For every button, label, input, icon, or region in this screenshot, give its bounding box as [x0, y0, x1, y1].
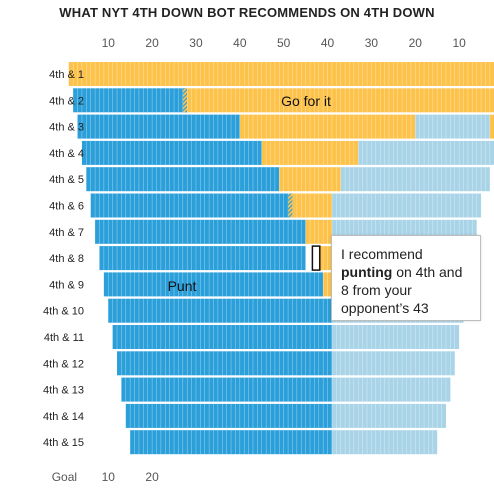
chart-title: WHAT NYT 4TH DOWN BOT RECOMMENDS ON 4TH …: [59, 5, 434, 20]
bar-segment: [331, 377, 451, 402]
hatched-boundary: [288, 193, 293, 218]
bar-segment: [117, 351, 332, 376]
top-tick-label: 10: [452, 36, 466, 50]
row-label: 4th & 5: [49, 174, 84, 186]
tooltip-line-2: punting on 4th and: [341, 263, 480, 281]
top-tick-label: 40: [321, 36, 335, 50]
bottom-tick-label: 10: [102, 470, 116, 484]
row-label: 4th & 7: [49, 227, 84, 239]
row-label: 4th & 1: [49, 69, 84, 81]
row-label: 4th & 14: [43, 411, 84, 423]
row-label: 4th & 13: [43, 385, 84, 397]
bottom-tick-label: Goal: [52, 470, 77, 484]
bar-rows[interactable]: [68, 62, 494, 455]
top-tick-label: 30: [189, 36, 203, 50]
row-label: 4th & 3: [49, 122, 84, 134]
recommendation-tooltip: I recommend punting on 4th and 8 from yo…: [331, 235, 481, 321]
bar-row[interactable]: [90, 193, 482, 218]
bar-segment: [99, 246, 306, 271]
bar-segment: [68, 62, 494, 86]
top-tick-label: 30: [365, 36, 379, 50]
row-label: 4th & 2: [49, 95, 84, 107]
bar-row[interactable]: [121, 377, 451, 402]
row-label: 4th & 9: [49, 279, 84, 291]
region-label-punt: Punt: [168, 278, 197, 294]
row-label: 4th & 15: [43, 437, 84, 449]
bar-row[interactable]: [77, 114, 494, 139]
row-label: 4th & 8: [49, 253, 84, 265]
bottom-axis: Goal 10 20: [52, 470, 159, 484]
row-label: 4th & 12: [43, 358, 84, 370]
tooltip-line-2-rest: on 4th and: [392, 264, 463, 280]
bar-segment: [292, 193, 332, 218]
bar-row[interactable]: [81, 140, 494, 165]
bar-segment: [108, 298, 332, 323]
bar-row[interactable]: [130, 430, 438, 455]
bar-segment: [318, 246, 332, 271]
row-label: 4th & 10: [43, 306, 84, 318]
top-tick-label: 10: [102, 36, 116, 50]
highlight-marker: [311, 245, 321, 271]
tooltip-line-4: opponent’s 43: [341, 300, 429, 316]
row-label: 4th & 11: [44, 332, 84, 344]
bottom-tick-label: 20: [145, 470, 159, 484]
region-label-go: Go for it: [281, 93, 331, 109]
top-axis: 10 20 30 40 50 40 30 20 10: [102, 36, 467, 50]
row-label: 4th & 6: [49, 201, 84, 213]
bar-segment: [77, 114, 240, 139]
bar-segment: [125, 403, 332, 428]
bar-segment: [415, 114, 490, 139]
bar-segment: [81, 140, 262, 165]
bar-segment: [331, 325, 460, 349]
row-label: 4th & 4: [49, 148, 84, 160]
top-tick-label: 20: [409, 36, 423, 50]
bar-row[interactable]: [125, 403, 446, 428]
bar-row[interactable]: [117, 351, 455, 376]
hatched-boundary: [183, 88, 188, 113]
bar-segment: [358, 140, 494, 165]
tooltip-line-3: 8 from your: [341, 282, 412, 298]
tooltip-bold-word: punting: [341, 264, 393, 280]
bar-row[interactable]: [86, 167, 490, 192]
bar-row[interactable]: [112, 325, 460, 349]
tooltip-line-1: I recommend: [341, 246, 423, 262]
bar-row[interactable]: [68, 62, 494, 86]
bar-row[interactable]: [73, 88, 494, 113]
top-tick-label: 20: [145, 36, 159, 50]
top-tick-label: 50: [277, 36, 291, 50]
bar-segment: [489, 114, 494, 139]
top-tick-label: 40: [233, 36, 247, 50]
row-labels: 4th & 1 4th & 2 4th & 3 4th & 4 4th & 5 4th &…: [43, 69, 84, 449]
